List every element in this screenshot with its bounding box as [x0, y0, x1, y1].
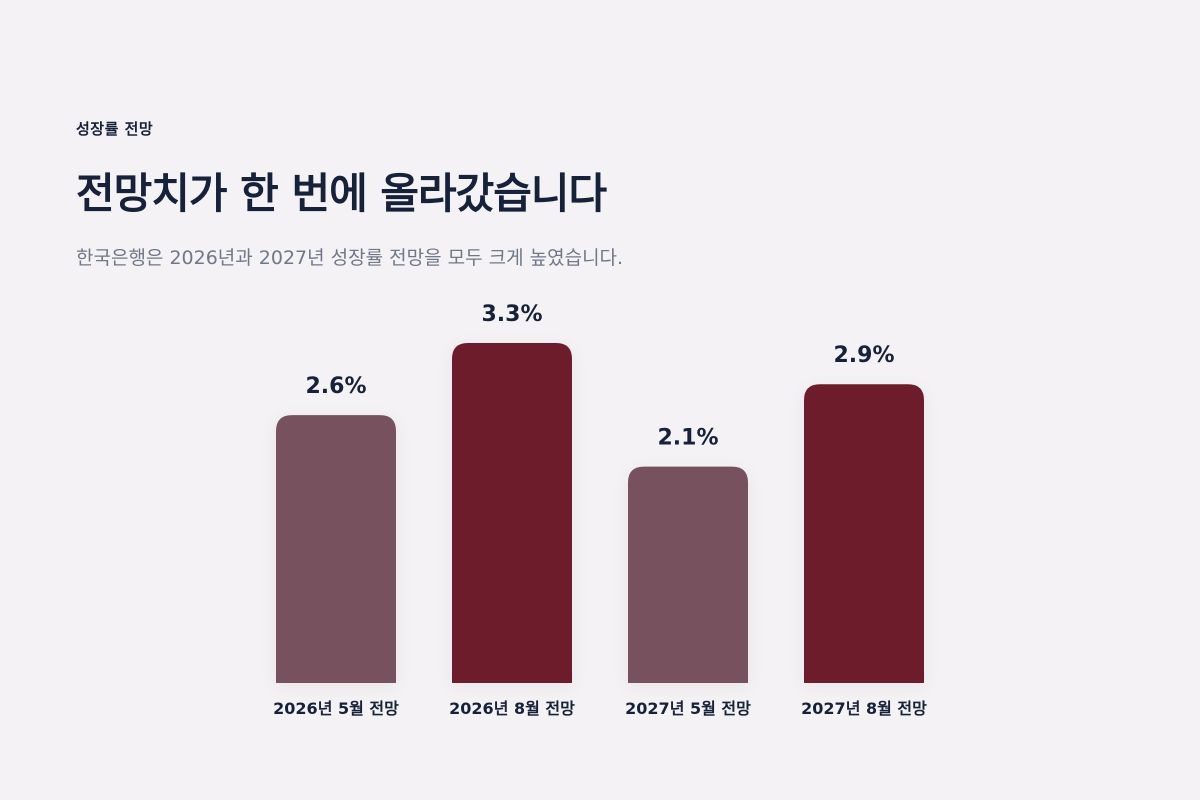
category-label-3: 2027년 5월 전망	[625, 699, 751, 718]
value-label-2: 3.3%	[481, 302, 542, 327]
value-label-3: 2.1%	[657, 426, 718, 451]
value-label-4: 2.9%	[833, 343, 894, 368]
bar-1	[276, 415, 396, 683]
category-label-2: 2026년 8월 전망	[449, 699, 575, 718]
value-label-1: 2.6%	[305, 374, 366, 399]
bars-layer: 2.6% 2026년 5월 전망 3.3% 2026년 8월 전망 2.1% 2027년 …	[273, 302, 927, 718]
category-label-1: 2026년 5월 전망	[273, 699, 399, 718]
bar-2	[452, 343, 572, 683]
category-label-4: 2027년 8월 전망	[801, 699, 927, 718]
eyebrow-label: 성장률 전망	[76, 120, 154, 138]
chart-header: 성장률 전망 전망치가 한 번에 올라갔습니다 한국은행은 2026년과 202…	[76, 118, 1126, 272]
bar-4	[804, 384, 924, 683]
chart-title: 전망치가 한 번에 올라갔습니다	[76, 169, 607, 218]
chart-subtitle: 한국은행은 2026년과 2027년 성장률 전망을 모두 크게 높였습니다.	[76, 247, 624, 269]
bar-3	[628, 466, 748, 683]
